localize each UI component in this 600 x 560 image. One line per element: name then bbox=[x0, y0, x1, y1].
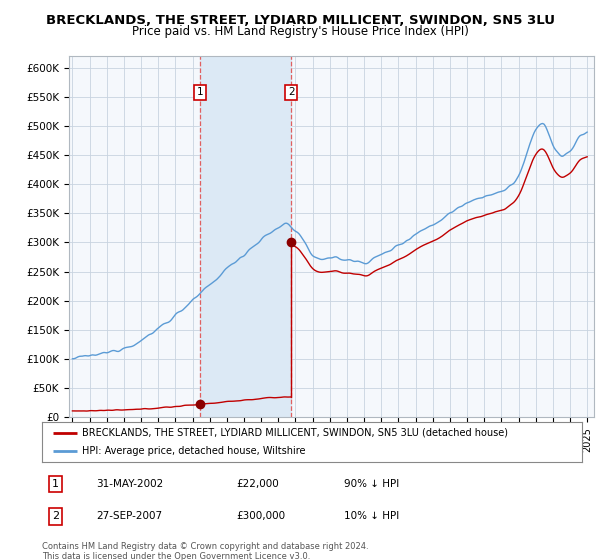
Text: BRECKLANDS, THE STREET, LYDIARD MILLICENT, SWINDON, SN5 3LU (detached house): BRECKLANDS, THE STREET, LYDIARD MILLICEN… bbox=[83, 428, 509, 437]
Bar bbox=[200, 56, 291, 417]
Text: 31-MAY-2002: 31-MAY-2002 bbox=[96, 479, 163, 489]
Text: 2: 2 bbox=[288, 87, 295, 97]
Text: 90% ↓ HPI: 90% ↓ HPI bbox=[344, 479, 400, 489]
Text: 27-SEP-2007: 27-SEP-2007 bbox=[96, 511, 162, 521]
Text: 1: 1 bbox=[52, 479, 59, 489]
Text: BRECKLANDS, THE STREET, LYDIARD MILLICENT, SWINDON, SN5 3LU: BRECKLANDS, THE STREET, LYDIARD MILLICEN… bbox=[46, 14, 554, 27]
Text: 10% ↓ HPI: 10% ↓ HPI bbox=[344, 511, 400, 521]
Text: 2: 2 bbox=[52, 511, 59, 521]
Text: This data is licensed under the Open Government Licence v3.0.: This data is licensed under the Open Gov… bbox=[42, 552, 310, 560]
Text: £22,000: £22,000 bbox=[236, 479, 279, 489]
Text: HPI: Average price, detached house, Wiltshire: HPI: Average price, detached house, Wilt… bbox=[83, 446, 306, 456]
Text: £300,000: £300,000 bbox=[236, 511, 286, 521]
Text: Price paid vs. HM Land Registry's House Price Index (HPI): Price paid vs. HM Land Registry's House … bbox=[131, 25, 469, 38]
Text: Contains HM Land Registry data © Crown copyright and database right 2024.: Contains HM Land Registry data © Crown c… bbox=[42, 542, 368, 551]
Text: 1: 1 bbox=[196, 87, 203, 97]
